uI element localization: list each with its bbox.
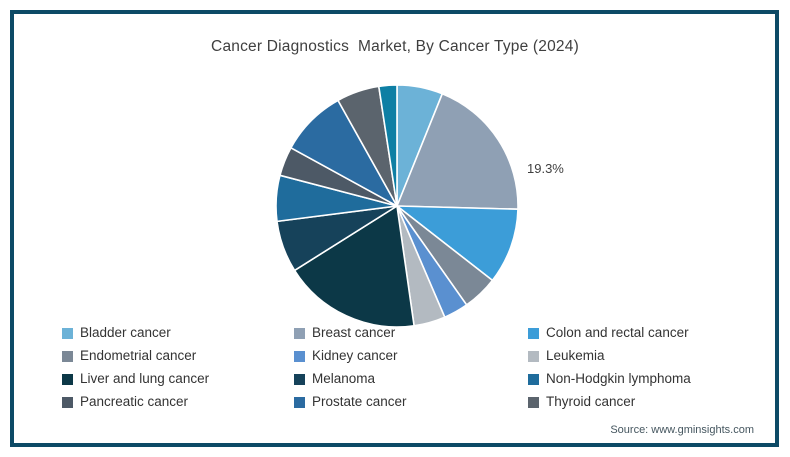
legend-swatch-icon <box>62 373 73 385</box>
legend-swatch-icon <box>528 350 539 362</box>
legend-swatch-icon <box>294 327 305 339</box>
legend-label: Thyroid cancer <box>546 394 636 409</box>
pie-slice-12 <box>378 84 398 207</box>
chart-title: Cancer Diagnostics Market, By Cancer Typ… <box>211 38 579 55</box>
legend-swatch-icon <box>294 350 305 362</box>
legend-item-bladder-cancer: Bladder cancer <box>62 326 294 340</box>
pie-slice-breast-cancer <box>396 93 519 211</box>
legend-label: Endometrial cancer <box>80 348 197 363</box>
legend-label: Kidney cancer <box>312 348 398 363</box>
legend-label: Non-Hodgkin lymphoma <box>546 371 691 386</box>
legend-label: Pancreatic cancer <box>80 394 189 409</box>
pie-chart <box>275 84 519 328</box>
legend-item-colon-and-rectal-cancer: Colon and rectal cancer <box>528 326 762 340</box>
legend-swatch-icon <box>528 373 539 385</box>
legend-label: Leukemia <box>546 348 605 363</box>
legend-swatch-icon <box>62 327 73 339</box>
pie-slice-colon-and-rectal-cancer <box>396 205 519 282</box>
legend-label: Colon and rectal cancer <box>546 325 689 340</box>
legend-item-breast-cancer: Breast cancer <box>294 326 528 340</box>
legend-item-leukemia: Leukemia <box>528 349 762 363</box>
legend-label: Liver and lung cancer <box>80 371 210 386</box>
chart-legend: Bladder cancer Breast cancer Colon and rec… <box>62 326 762 409</box>
legend-item-endometrial-cancer: Endometrial cancer <box>62 349 294 363</box>
legend-label: Breast cancer <box>312 325 396 340</box>
legend-label: Melanoma <box>312 371 376 386</box>
legend-item-liver-and-lung-cancer: Liver and lung cancer <box>62 372 294 386</box>
legend-item-pancreatic-cancer: Pancreatic cancer <box>62 395 294 409</box>
source-attribution: Source: www.gminsights.com <box>610 424 754 436</box>
legend-swatch-icon <box>62 350 73 362</box>
legend-item-prostate-cancer: Prostate cancer <box>294 395 528 409</box>
legend-swatch-icon <box>528 396 539 408</box>
legend-item-non-hodgkin-lymphoma: Non-Hodgkin lymphoma <box>528 372 762 386</box>
legend-swatch-icon <box>294 373 305 385</box>
legend-label: Prostate cancer <box>312 394 407 409</box>
breast-cancer-percentage-label: 19.3% <box>527 161 564 176</box>
legend-swatch-icon <box>528 327 539 339</box>
pie-slice-liver-and-lung-cancer <box>293 205 415 328</box>
legend-swatch-icon <box>62 396 73 408</box>
legend-label: Bladder cancer <box>80 325 171 340</box>
legend-swatch-icon <box>294 396 305 408</box>
legend-item-thyroid-cancer: Thyroid cancer <box>528 395 762 409</box>
legend-item-kidney-cancer: Kidney cancer <box>294 349 528 363</box>
legend-item-melanoma: Melanoma <box>294 372 528 386</box>
